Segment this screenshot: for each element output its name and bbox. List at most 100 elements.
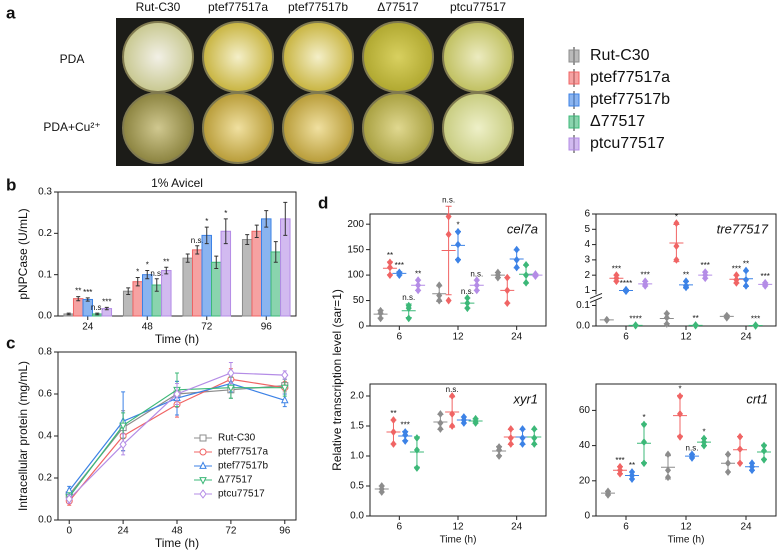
marker [665,466,671,475]
y-tick-label: 0.0 [576,321,590,332]
marker [725,468,731,476]
x-tick-label: 72 [201,322,213,333]
chart-title: xyr1 [512,391,538,406]
marker [663,320,670,328]
marker [663,309,670,318]
significance-label: *** [395,261,404,270]
column-label: ptef77517a [208,0,268,14]
row-label: PDA [60,52,85,66]
significance-label: ** [692,314,698,323]
marker [737,459,743,468]
x-tick-label: 6 [397,332,403,343]
marker [532,270,539,278]
marker [762,278,769,287]
x-tick-label: 24 [511,332,523,343]
error-bar [264,210,269,228]
marker [507,440,514,448]
marker [281,370,289,380]
legend-label: Δ77517 [218,475,253,486]
plate [202,21,274,93]
y-tick-label: 40 [579,440,591,451]
marker [390,428,397,436]
significance-label: *** [761,272,770,281]
error-bar [223,218,228,245]
significance-label: *** [641,270,650,279]
marker [415,276,422,285]
marker [702,268,709,277]
marker [415,286,422,295]
marker [377,314,384,323]
marker [673,242,680,251]
significance-label: *** [102,297,111,306]
marker [449,410,456,418]
error-bar [195,245,200,255]
plate [442,21,514,93]
legend-label: ptcu77517 [590,135,665,152]
y-tick-label: 0.0 [38,311,52,322]
y-tick-label: 0 [358,321,364,332]
marker [519,434,526,442]
marker [280,384,289,393]
marker [437,425,444,433]
significance-label: n.s. [470,269,483,278]
plate [122,21,194,93]
marker [378,482,385,490]
bar [260,218,272,317]
marker [617,462,623,471]
marker [632,321,639,330]
x-tick-label: 12 [452,332,464,343]
error-bar [164,266,169,275]
significance-label: n.s. [402,293,415,302]
y-axis-label: Relative transcription level (sar=1) [330,289,344,471]
marker [733,271,740,280]
significance-label: ** [415,269,421,278]
error-bar [95,312,100,316]
y-tick-label: 2 [584,270,590,281]
significance-label: n.s. [446,385,459,394]
bar [201,234,213,317]
error-bar [245,234,250,245]
marker [413,464,420,472]
marker [473,281,480,290]
error-bar [76,296,81,302]
marker [692,321,699,329]
row-label: PDA+Cu²⁺ [43,120,100,134]
marker [199,434,207,442]
x-tick-label: 0 [66,526,72,537]
plate [282,92,354,164]
y-tick-label: 1.5 [350,421,364,432]
marker [473,276,480,285]
marker [531,440,538,448]
y-tick-label: 0.3 [38,187,52,198]
bar [72,298,84,317]
chart-title: tre77517 [717,221,769,236]
marker [402,437,409,445]
marker [449,422,456,430]
plate [442,92,514,164]
marker [743,281,749,290]
marker [119,422,127,431]
significance-label: ** [629,461,635,470]
axis-break [590,294,602,301]
y-tick-label: 0.4 [38,431,52,442]
marker [199,448,207,456]
x-tick-label: 96 [279,526,291,537]
marker [199,477,207,485]
marker [523,278,530,287]
y-tick-label: 200 [347,219,364,230]
marker [455,240,461,249]
marker [603,315,610,324]
legend-swatch [568,137,580,151]
marker [677,410,683,418]
y-tick-label: 0.1 [576,300,590,311]
plate [202,92,274,164]
marker [437,419,444,427]
y-tick-label: 0.5 [350,481,364,492]
legend-label: ptef77517a [590,69,670,86]
y-tick-label: 0.8 [38,347,52,358]
significance-label: **** [629,314,641,323]
significance-label: ** [683,270,689,279]
marker [119,439,127,450]
plate [362,21,434,93]
y-tick-label: 6 [584,209,590,220]
